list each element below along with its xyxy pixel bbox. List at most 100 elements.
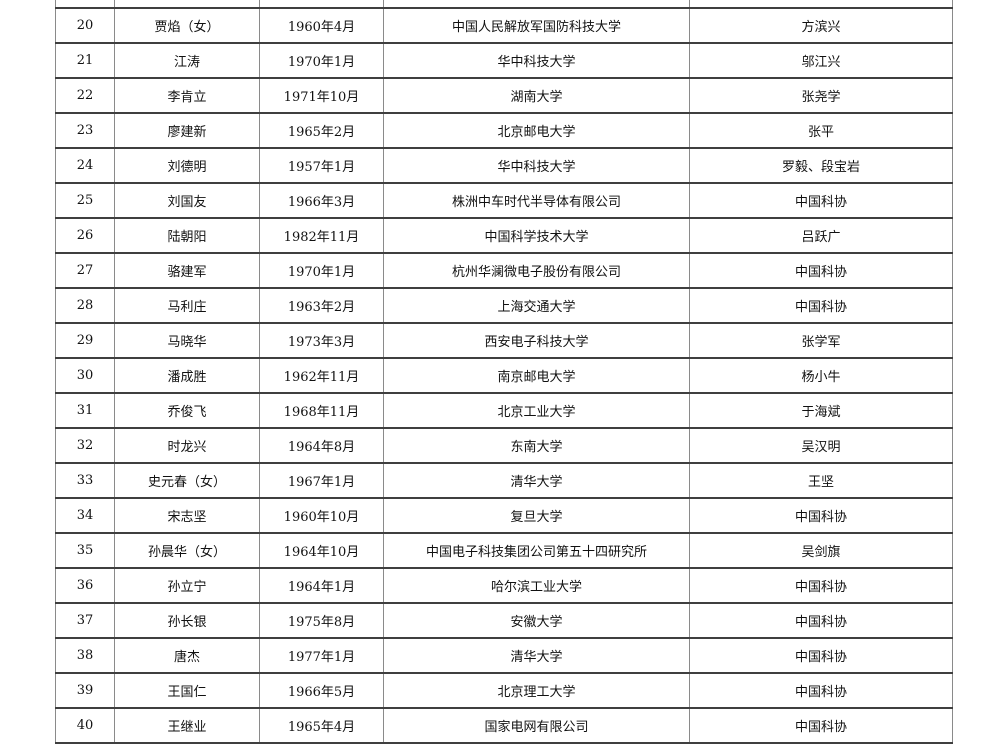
table-cell: 1964年1月 (259, 567, 384, 604)
table-cell: 张平 (689, 112, 953, 149)
table-cell: 骆建军 (114, 252, 260, 289)
table-row: 29 马晓华 1973年3月 西安电子科技大学 张学军 (55, 322, 953, 359)
table-cell: 中国科协 (689, 252, 953, 289)
table-cell (259, 0, 384, 9)
table-cell: 39 (55, 672, 115, 709)
table-cell: 1965年2月 (259, 112, 384, 149)
table-row: 24 刘德明 1957年1月 华中科技大学 罗毅、段宝岩 (55, 147, 953, 184)
table-cell: 张学军 (689, 322, 953, 359)
table-row: 22 李肯立 1971年10月 湖南大学 张尧学 (55, 77, 953, 114)
table-cell: 马利庄 (114, 287, 260, 324)
table-cell: 贾焰（女） (114, 7, 260, 44)
table-cell: 中国科协 (689, 602, 953, 639)
table-cell: 陆朝阳 (114, 217, 260, 254)
table-cell: 李肯立 (114, 77, 260, 114)
table-cell: 1977年1月 (259, 637, 384, 674)
table-row: 34 宋志坚 1960年10月 复旦大学 中国科协 (55, 497, 953, 534)
table-cell: 哈尔滨工业大学 (383, 567, 690, 604)
table-cell (55, 0, 115, 9)
table-cell: 清华大学 (383, 462, 690, 499)
table-cell: 29 (55, 322, 115, 359)
table-cell: 27 (55, 252, 115, 289)
table-row: 28 马利庄 1963年2月 上海交通大学 中国科协 (55, 287, 953, 324)
candidates-table: 20 贾焰（女） 1960年4月 中国人民解放军国防科技大学 方滨兴 21 江涛 1970年1… (55, 0, 953, 744)
table-cell: 21 (55, 42, 115, 79)
table-cell: 时龙兴 (114, 427, 260, 464)
table-cell: 22 (55, 77, 115, 114)
table-cell (383, 0, 690, 9)
table-cell: 杭州华澜微电子股份有限公司 (383, 252, 690, 289)
table-cell: 华中科技大学 (383, 42, 690, 79)
table-row: 37 孙长银 1975年8月 安徽大学 中国科协 (55, 602, 953, 639)
table-cell: 中国科协 (689, 637, 953, 674)
table-cell: 杨小牛 (689, 357, 953, 394)
table-cell: 1960年10月 (259, 497, 384, 534)
table-cell: 上海交通大学 (383, 287, 690, 324)
table-cell: 1970年1月 (259, 42, 384, 79)
table-cell: 王坚 (689, 462, 953, 499)
table-cell: 中国科协 (689, 707, 953, 744)
table-cell: 刘国友 (114, 182, 260, 219)
table-cell: 中国科学技术大学 (383, 217, 690, 254)
table-cell: 北京邮电大学 (383, 112, 690, 149)
table-cell: 30 (55, 357, 115, 394)
table-row: 20 贾焰（女） 1960年4月 中国人民解放军国防科技大学 方滨兴 (55, 7, 953, 44)
table-row: 40 王继业 1965年4月 国家电网有限公司 中国科协 (55, 707, 953, 744)
table-row: 33 史元春（女） 1967年1月 清华大学 王坚 (55, 462, 953, 499)
table-cell: 吴剑旗 (689, 532, 953, 569)
table-row-partial (55, 0, 953, 9)
table-cell: 35 (55, 532, 115, 569)
table-cell: 1968年11月 (259, 392, 384, 429)
table-cell: 北京工业大学 (383, 392, 690, 429)
table-cell: 孙立宁 (114, 567, 260, 604)
table-cell: 20 (55, 7, 115, 44)
table-cell: 1965年4月 (259, 707, 384, 744)
table-cell: 1966年5月 (259, 672, 384, 709)
table-row: 35 孙晨华（女） 1964年10月 中国电子科技集团公司第五十四研究所 吴剑旗 (55, 532, 953, 569)
table-row: 36 孙立宁 1964年1月 哈尔滨工业大学 中国科协 (55, 567, 953, 604)
table-cell: 1960年4月 (259, 7, 384, 44)
table-cell: 26 (55, 217, 115, 254)
table-cell: 吴汉明 (689, 427, 953, 464)
table-row: 21 江涛 1970年1月 华中科技大学 邬江兴 (55, 42, 953, 79)
table-cell: 孙长银 (114, 602, 260, 639)
table-cell: 国家电网有限公司 (383, 707, 690, 744)
table-row: 27 骆建军 1970年1月 杭州华澜微电子股份有限公司 中国科协 (55, 252, 953, 289)
table-row: 31 乔俊飞 1968年11月 北京工业大学 于海斌 (55, 392, 953, 429)
table-cell: 西安电子科技大学 (383, 322, 690, 359)
table-cell: 王国仁 (114, 672, 260, 709)
table-cell: 复旦大学 (383, 497, 690, 534)
table-cell: 刘德明 (114, 147, 260, 184)
table-cell: 中国科协 (689, 567, 953, 604)
table-cell: 于海斌 (689, 392, 953, 429)
table-cell: 唐杰 (114, 637, 260, 674)
table-cell: 吕跃广 (689, 217, 953, 254)
table-cell: 1957年1月 (259, 147, 384, 184)
table-cell: 24 (55, 147, 115, 184)
table-cell: 安徽大学 (383, 602, 690, 639)
table-cell: 株洲中车时代半导体有限公司 (383, 182, 690, 219)
table-cell: 潘成胜 (114, 357, 260, 394)
table-row: 25 刘国友 1966年3月 株洲中车时代半导体有限公司 中国科协 (55, 182, 953, 219)
table-cell: 廖建新 (114, 112, 260, 149)
table-cell: 罗毅、段宝岩 (689, 147, 953, 184)
table-row: 38 唐杰 1977年1月 清华大学 中国科协 (55, 637, 953, 674)
table-cell: 北京理工大学 (383, 672, 690, 709)
table-cell (114, 0, 260, 9)
table-cell: 1975年8月 (259, 602, 384, 639)
table-row: 30 潘成胜 1962年11月 南京邮电大学 杨小牛 (55, 357, 953, 394)
table-cell: 中国科协 (689, 497, 953, 534)
table-cell: 31 (55, 392, 115, 429)
table-cell: 乔俊飞 (114, 392, 260, 429)
table-cell: 1966年3月 (259, 182, 384, 219)
table-cell: 中国科协 (689, 672, 953, 709)
table-cell: 张尧学 (689, 77, 953, 114)
table-cell: 1963年2月 (259, 287, 384, 324)
table-cell: 中国科协 (689, 287, 953, 324)
table-cell: 1970年1月 (259, 252, 384, 289)
table-cell: 1973年3月 (259, 322, 384, 359)
table-cell: 方滨兴 (689, 7, 953, 44)
table-cell: 中国人民解放军国防科技大学 (383, 7, 690, 44)
table-row: 39 王国仁 1966年5月 北京理工大学 中国科协 (55, 672, 953, 709)
table-cell: 孙晨华（女） (114, 532, 260, 569)
